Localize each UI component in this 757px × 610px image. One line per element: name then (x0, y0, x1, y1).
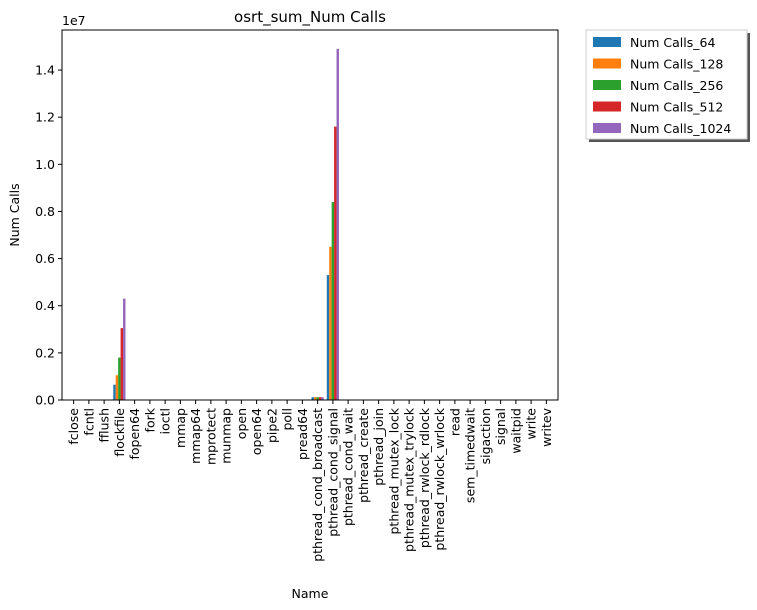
legend-swatch (593, 101, 621, 112)
y-tick-label: 0.2 (35, 345, 55, 360)
y-tick-label: 0.6 (35, 251, 55, 266)
x-tick-label: mmap (173, 408, 188, 448)
bar-num-calls_64-pthread_cond_broadcast (311, 397, 314, 400)
x-tick-label: fork (142, 407, 157, 432)
x-tick-label: pthread_rwlock_rdlock (417, 407, 432, 548)
x-tick-label: pipe2 (264, 408, 279, 443)
x-tick-label: signal (493, 408, 508, 445)
bar-num-calls_512-flockfile (120, 328, 124, 400)
y-axis-label: Num Calls (7, 183, 22, 246)
bar-num-calls_128-flockfile (115, 375, 119, 400)
x-tick-label: fopen64 (127, 408, 142, 460)
x-axis-ticks: fclose fcntl fflush flockfile fopen64 fork ioc… (66, 400, 554, 562)
x-tick-label: mprotect (203, 408, 218, 465)
x-tick-label: pthread_cond_wait (341, 408, 356, 526)
y-tick-label: 0.8 (35, 204, 55, 219)
chart-title: osrt_sum_Num Calls (234, 8, 386, 27)
x-tick-label: pthread_mutex_trylock (402, 407, 417, 552)
bar-num-calls_1024-pthread_cond_broadcast (321, 397, 324, 400)
x-tick-label: pthread_rwlock_wrlock (432, 407, 447, 550)
x-tick-label: pthread_create (356, 408, 371, 503)
x-tick-label: pthread_mutex_lock (386, 407, 401, 534)
x-tick-label: sem_timedwait (463, 408, 478, 503)
legend-label: Num Calls_64 (630, 35, 715, 50)
y-tick-label: 1.2 (35, 110, 55, 125)
x-tick-label: fcntl (81, 408, 96, 436)
bar-num-calls_256-flockfile (118, 357, 121, 400)
legend-label: Num Calls_256 (630, 78, 723, 93)
x-tick-label: flockfile (112, 408, 127, 457)
legend-label: Num Calls_128 (630, 57, 723, 72)
legend: Num Calls_64 Num Calls_128 Num Calls_256 Nu… (585, 29, 750, 142)
bar-num-calls_128-pthread_cond_signal (329, 246, 332, 400)
bar-num-calls_1024-pthread_cond_signal (336, 48, 339, 400)
legend-swatch (593, 123, 621, 133)
y-tick-label: 1.0 (35, 157, 55, 172)
x-tick-label: poll (280, 408, 295, 431)
bar-num-calls_512-pthread_cond_signal (334, 126, 337, 400)
x-tick-label: mmap64 (188, 408, 203, 464)
legend-label: Num Calls_1024 (630, 121, 731, 136)
x-tick-label: pthread_join (371, 408, 386, 486)
x-tick-label: munmap (219, 408, 234, 464)
x-tick-label: read (447, 408, 462, 436)
bar-num-calls_1024-flockfile (123, 298, 126, 400)
x-tick-label: ioctl (158, 408, 173, 434)
x-tick-label: fclose (66, 408, 81, 445)
x-tick-label: write (524, 408, 539, 440)
bar-num-calls_256-pthread_cond_broadcast (316, 397, 319, 400)
y-tick-label: 0.4 (35, 298, 55, 313)
x-tick-label: pthread_cond_signal (325, 408, 340, 537)
bar-num-calls_512-pthread_cond_broadcast (318, 397, 322, 400)
bar-num-calls_128-pthread_cond_broadcast (313, 397, 317, 400)
y-offset-label: 1e7 (62, 13, 86, 28)
bar-num-calls_256-pthread_cond_signal (331, 202, 335, 400)
y-tick-label: 1.4 (35, 63, 55, 78)
x-tick-label: open (234, 408, 249, 439)
x-tick-label: open64 (249, 408, 264, 455)
x-tick-label: fflush (97, 408, 112, 442)
legend-swatch (593, 37, 621, 47)
bar-num-calls_64-flockfile (113, 384, 116, 400)
legend-swatch (593, 80, 621, 90)
x-tick-label: pread64 (295, 408, 310, 460)
legend-label: Num Calls_512 (630, 100, 723, 115)
x-tick-label: sigaction (478, 408, 493, 464)
x-tick-label: pthread_cond_broadcast (310, 408, 325, 562)
y-tick-label: 0.0 (35, 393, 55, 408)
y-axis-ticks: 0.0 0.2 0.4 0.6 0.8 1.0 1.2 1.4 (35, 63, 62, 408)
plot-frame (61, 29, 559, 401)
bar-num-calls_64-pthread_cond_signal (326, 275, 330, 400)
x-tick-label: waitpid (508, 408, 523, 454)
legend-swatch (593, 58, 621, 69)
x-tick-label: writev (539, 407, 554, 446)
x-axis-label: Name (292, 586, 329, 601)
bars-group (113, 48, 339, 400)
